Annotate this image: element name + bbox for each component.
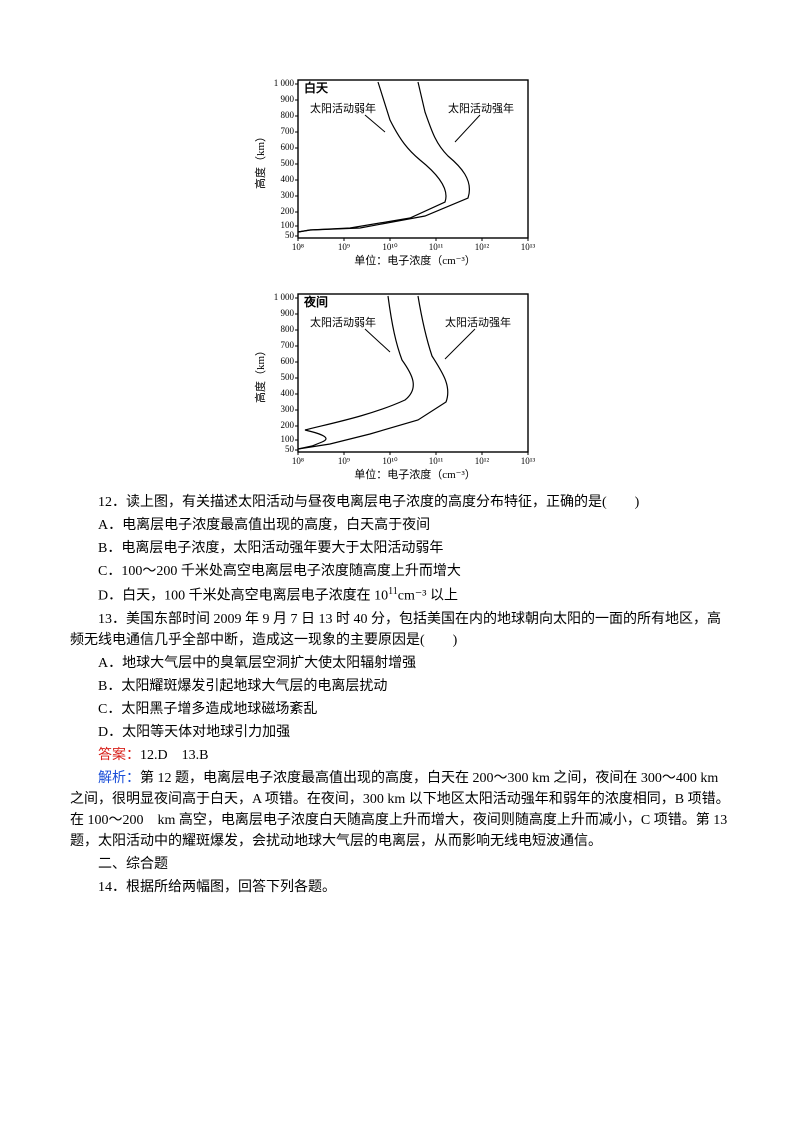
xtick: 10¹¹ [429,242,444,252]
ytick: 1 000 [274,78,295,88]
answer-text: 12.D 13.B [140,748,208,763]
xtick: 10⁸ [292,242,304,252]
xtick: 10⁹ [338,242,350,252]
xtick: 10¹⁰ [382,242,398,252]
xtick: 10¹² [475,456,490,466]
analysis-label: 解析： [98,771,140,786]
chart-day: 50 100 200 300 400 500 600 700 800 900 1… [250,60,550,270]
q12-option-d: D．白天，100 千米处高空电离层电子浓度在 1011cm⁻³ 以上 [70,584,730,607]
answer-line: 答案：12.D 13.B [70,745,730,766]
q13-option-c: C．太阳黑子增多造成地球磁场紊乱 [70,699,730,720]
ytick: 900 [281,94,295,104]
xtick: 10¹³ [521,242,536,252]
ytick: 500 [281,372,295,382]
q12-d-exp: 11 [388,586,398,597]
ytick: 700 [281,126,295,136]
night-strong-label: 太阳活动强年 [445,315,511,329]
ytick: 500 [281,158,295,168]
chart-day-title: 白天 [304,80,329,95]
ytick: 100 [281,220,295,230]
q12-stem: 12．读上图，有关描述太阳活动与昼夜电离层电子浓度的高度分布特征，正确的是( ) [70,492,730,513]
ytick: 600 [281,142,295,152]
xtick: 10¹² [475,242,490,252]
ytick: 800 [281,324,295,334]
q12-d-suffix: cm⁻³ 以上 [398,589,458,604]
ytick: 200 [281,206,295,216]
ytick: 50 [285,230,295,240]
analysis-text: 第 12 题，电离层电子浓度最高值出现的高度，白天在 200～300 km 之间… [70,771,730,849]
ytick: 300 [281,404,295,414]
ytick: 100 [281,434,295,444]
ytick: 700 [281,340,295,350]
q12-option-c: C．100～200 千米处高空电离层电子浓度随高度上升而增大 [70,561,730,582]
analysis-line: 解析：第 12 题，电离层电子浓度最高值出现的高度，白天在 200～300 km… [70,768,730,852]
y-axis-label: 高度（km） [253,345,267,403]
ytick: 400 [281,388,295,398]
text-content: 12．读上图，有关描述太阳活动与昼夜电离层电子浓度的高度分布特征，正确的是( )… [70,492,730,898]
q13-option-d: D．太阳等天体对地球引力加强 [70,722,730,743]
section-2-heading: 二、综合题 [70,854,730,875]
xtick: 10⁸ [292,456,304,466]
ytick: 400 [281,174,295,184]
chart-area: 50 100 200 300 400 500 600 700 800 900 1… [70,60,730,484]
xtick: 10¹³ [521,456,536,466]
ytick: 900 [281,308,295,318]
x-axis-label: 单位：电子浓度（cm⁻³） [354,253,476,267]
q13-option-a: A．地球大气层中的臭氧层空洞扩大使太阳辐射增强 [70,653,730,674]
x-axis-label: 单位：电子浓度（cm⁻³） [354,467,476,481]
day-strong-label: 太阳活动强年 [448,101,514,115]
chart-night-title: 夜间 [303,294,328,309]
y-axis-label: 高度（km） [253,131,267,189]
answer-label: 答案： [98,748,140,763]
xtick: 10¹⁰ [382,456,398,466]
xtick: 10⁹ [338,456,350,466]
xtick: 10¹¹ [429,456,444,466]
ytick: 600 [281,356,295,366]
ytick: 1 000 [274,292,295,302]
chart-night: 50 100 200 300 400 500 600 700 800 900 1… [250,274,550,484]
q12-d-prefix: D．白天，100 千米处高空电离层电子浓度在 10 [98,589,388,604]
q13-option-b: B．太阳耀斑爆发引起地球大气层的电离层扰动 [70,676,730,697]
q12-option-a: A．电离层电子浓度最高值出现的高度，白天高于夜间 [70,515,730,536]
q14-stem: 14．根据所给两幅图，回答下列各题。 [70,877,730,898]
ytick: 200 [281,420,295,430]
ytick: 800 [281,110,295,120]
night-weak-label: 太阳活动弱年 [310,315,376,329]
ytick: 50 [285,444,295,454]
q13-stem: 13．美国东部时间 2009 年 9 月 7 日 13 时 40 分，包括美国在… [70,609,730,651]
ytick: 300 [281,190,295,200]
day-weak-label: 太阳活动弱年 [310,101,376,115]
q12-option-b: B．电离层电子浓度，太阳活动强年要大于太阳活动弱年 [70,538,730,559]
